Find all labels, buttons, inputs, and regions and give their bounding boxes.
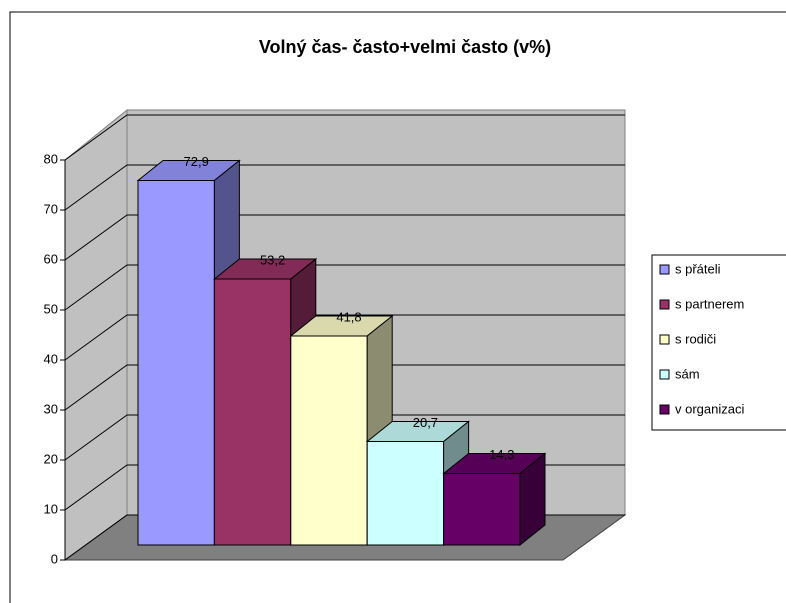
y-tick-label: 80 [44, 151, 58, 166]
legend-swatch [659, 334, 670, 345]
bar-front [366, 441, 445, 546]
legend-swatch [659, 404, 670, 415]
grid-line [64, 264, 625, 311]
legend-label: sám [675, 366, 700, 381]
legend-swatch [659, 264, 670, 275]
legend-label: s přáteli [675, 261, 721, 276]
grid-line [64, 164, 625, 211]
legend-swatch [659, 299, 670, 310]
grid-line [64, 214, 625, 261]
y-tick-label: 50 [44, 301, 58, 316]
legend-label: s partnerem [675, 296, 744, 311]
y-tick-label: 0 [51, 551, 58, 566]
value-label: 20,7 [413, 415, 438, 430]
grid-line [64, 114, 625, 161]
bar-front [213, 278, 292, 546]
value-label: 41,8 [336, 309, 361, 324]
value-label: 53,2 [260, 252, 285, 267]
legend-swatch [659, 369, 670, 380]
bar-front [137, 180, 215, 546]
value-label: 14,3 [489, 447, 514, 462]
y-tick-label: 20 [44, 451, 58, 466]
chart-title: Volný čas- často+velmi často (v%) [259, 37, 551, 57]
y-tick-label: 60 [44, 251, 58, 266]
legend-label: v organizaci [675, 401, 744, 416]
grid-line [64, 314, 625, 361]
legend-label: s rodiči [675, 331, 716, 346]
y-tick-label: 70 [44, 201, 58, 216]
y-tick-label: 40 [44, 351, 58, 366]
chart-border [9, 11, 786, 603]
side-wall [64, 108, 128, 561]
grid-line [64, 364, 625, 411]
bar-front [443, 473, 521, 546]
bar-front [290, 335, 368, 546]
legend-box [651, 254, 786, 431]
grid-line [64, 414, 625, 461]
y-tick-label: 10 [44, 501, 58, 516]
bar-side [519, 452, 546, 547]
value-label: 72,9 [184, 154, 209, 169]
y-tick-label: 30 [44, 401, 58, 416]
